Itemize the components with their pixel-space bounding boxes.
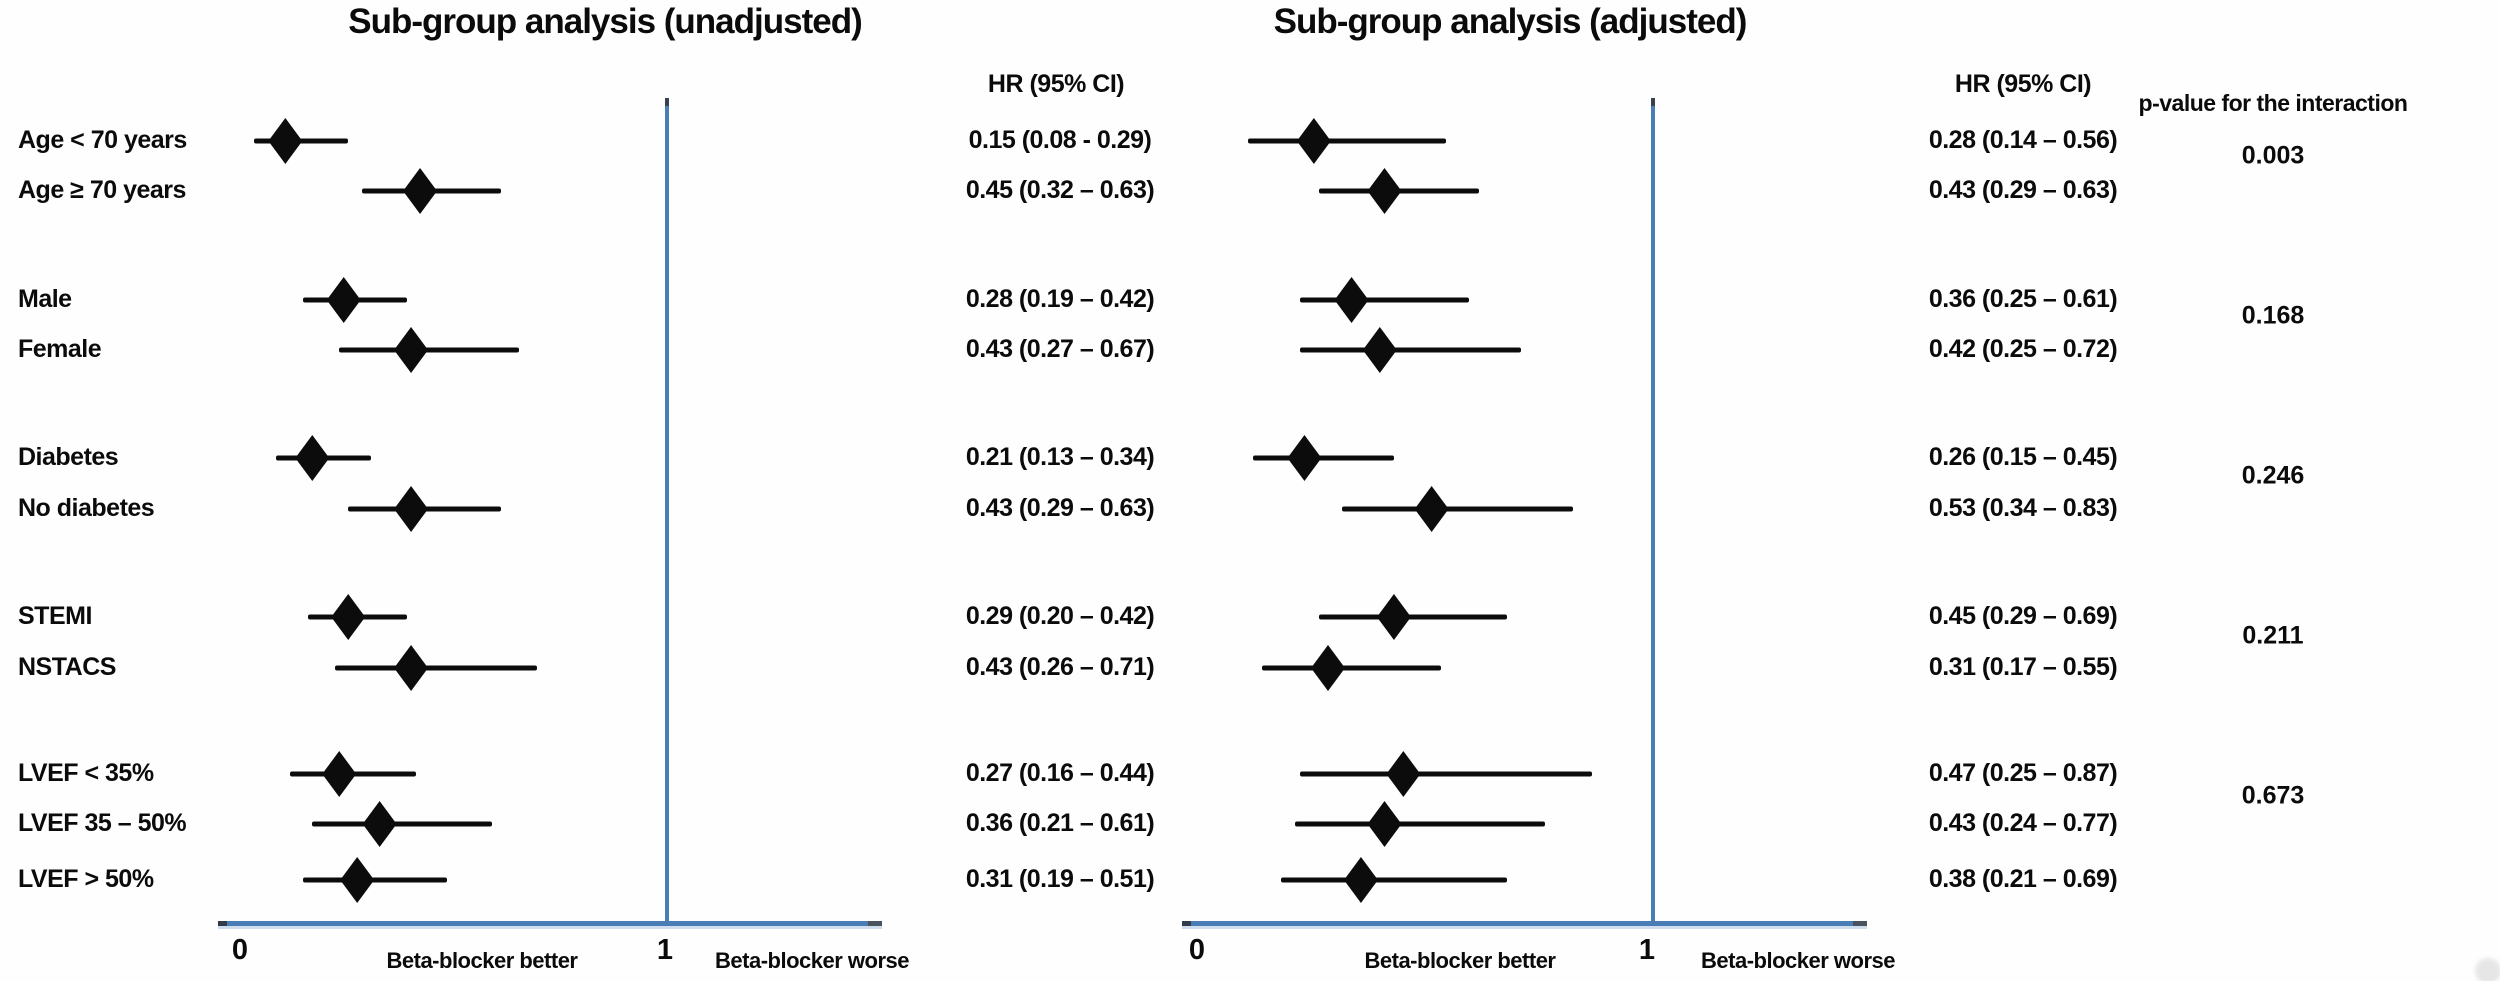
p-value-column-header: p-value for the interaction <box>2138 90 2408 116</box>
hr-point-diamond <box>394 486 429 532</box>
ci-line <box>1299 347 1522 353</box>
hr-point-diamond <box>394 327 429 373</box>
hr-point-diamond <box>1296 118 1331 164</box>
ci-line <box>1318 614 1507 620</box>
hr-value: 0.43 (0.26 – 0.71) <box>965 652 1155 681</box>
row-label: LVEF < 35% <box>18 758 154 787</box>
hr-value: 0.36 (0.21 – 0.61) <box>965 808 1155 837</box>
hr-value: 0.45 (0.32 – 0.63) <box>965 175 1155 204</box>
hr-value: 0.31 (0.19 – 0.51) <box>965 864 1155 893</box>
row-label: Age ≥ 70 years <box>18 175 186 204</box>
hr-value: 0.43 (0.27 – 0.67) <box>965 334 1155 363</box>
hr-point-diamond <box>295 435 330 481</box>
hr-point-diamond <box>1386 751 1421 797</box>
hr-point-diamond <box>1343 857 1378 903</box>
row-label: Female <box>18 334 102 363</box>
hr-value: 0.42 (0.25 – 0.72) <box>1928 334 2118 363</box>
row-label: LVEF > 50% <box>18 864 154 893</box>
hr-value: 0.28 (0.14 – 0.56) <box>1928 125 2118 154</box>
hr-point-diamond <box>340 857 375 903</box>
interaction-p-value: 0.211 <box>2242 621 2304 650</box>
hr-column-header-unadjusted: HR (95% CI) <box>987 70 1125 98</box>
row-label: No diabetes <box>18 493 155 522</box>
hr-column-header-adjusted: HR (95% CI) <box>1954 70 2092 98</box>
row-label: Age < 70 years <box>18 125 187 154</box>
hr-point-diamond <box>1334 277 1369 323</box>
scan-artifact <box>2475 958 2500 981</box>
hr-point-diamond <box>326 277 361 323</box>
ci-line <box>1280 877 1507 883</box>
hr-value: 0.26 (0.15 – 0.45) <box>1928 442 2118 471</box>
hr-point-diamond <box>268 118 303 164</box>
hr-point-diamond <box>1362 327 1397 373</box>
ci-line <box>1299 771 1592 777</box>
ci-line <box>1262 665 1442 671</box>
row-label: Male <box>18 284 72 313</box>
better-label-adjusted: Beta-blocker better <box>1364 948 1556 973</box>
interaction-p-value: 0.246 <box>2241 461 2305 490</box>
interaction-p-value: 0.168 <box>2241 301 2305 330</box>
interaction-p-value: 0.003 <box>2241 141 2305 170</box>
panel-title-adjusted: Sub-group analysis (adjusted) <box>1273 2 1748 41</box>
hr-point-diamond <box>362 801 397 847</box>
ci-line <box>1252 455 1394 461</box>
ci-line <box>1299 297 1470 303</box>
hr-point-diamond <box>322 751 357 797</box>
ci-line <box>334 665 537 671</box>
hr-value: 0.27 (0.16 – 0.44) <box>965 758 1155 787</box>
row-label: STEMI <box>18 601 92 630</box>
hr-value: 0.53 (0.34 – 0.83) <box>1928 493 2118 522</box>
panel-title-unadjusted: Sub-group analysis (unadjusted) <box>348 2 862 41</box>
x-tick-1-unadjusted: 1 <box>656 934 674 966</box>
ci-line <box>303 877 447 883</box>
x-tick-1-adjusted: 1 <box>1638 934 1656 966</box>
hr-value: 0.47 (0.25 – 0.87) <box>1928 758 2118 787</box>
hr-value: 0.21 (0.13 – 0.34) <box>965 442 1155 471</box>
ci-line <box>312 821 492 827</box>
hr-point-diamond <box>394 645 429 691</box>
row-label: LVEF 35 – 50% <box>18 808 187 837</box>
x-axis-adjusted <box>1182 921 1867 926</box>
ci-line <box>1295 821 1545 827</box>
x-tick-0-unadjusted: 0 <box>231 934 249 966</box>
hr-point-diamond <box>1287 435 1322 481</box>
better-label-unadjusted: Beta-blocker better <box>386 948 578 973</box>
hr-value: 0.43 (0.29 – 0.63) <box>1928 175 2118 204</box>
ci-line <box>1247 138 1446 144</box>
hr-point-diamond <box>1367 801 1402 847</box>
hr-value: 0.15 (0.08 - 0.29) <box>968 125 1152 154</box>
hr-point-diamond <box>1376 594 1411 640</box>
ci-line <box>1342 506 1573 512</box>
hr-point-diamond <box>403 168 438 214</box>
worse-label-unadjusted: Beta-blocker worse <box>715 948 909 973</box>
hr-value: 0.43 (0.24 – 0.77) <box>1928 808 2118 837</box>
row-label: Diabetes <box>18 442 119 471</box>
hr-point-diamond <box>1367 168 1402 214</box>
hr-value: 0.43 (0.29 – 0.63) <box>965 493 1155 522</box>
ci-line <box>339 347 519 353</box>
reference-line-adjusted <box>1651 98 1655 924</box>
hr-value: 0.38 (0.21 – 0.69) <box>1928 864 2118 893</box>
hr-point-diamond <box>1414 486 1449 532</box>
hr-value: 0.31 (0.17 – 0.55) <box>1928 652 2118 681</box>
x-axis-unadjusted <box>218 921 882 926</box>
worse-label-adjusted: Beta-blocker worse <box>1701 948 1895 973</box>
interaction-p-value: 0.673 <box>2241 781 2305 810</box>
hr-value: 0.45 (0.29 – 0.69) <box>1928 601 2118 630</box>
hr-point-diamond <box>1311 645 1345 691</box>
hr-value: 0.29 (0.20 – 0.42) <box>965 601 1155 630</box>
x-tick-0-adjusted: 0 <box>1188 934 1206 966</box>
hr-point-diamond <box>331 594 366 640</box>
hr-value: 0.36 (0.25 – 0.61) <box>1928 284 2118 313</box>
row-label: NSTACS <box>18 652 116 681</box>
hr-value: 0.28 (0.19 – 0.42) <box>965 284 1155 313</box>
reference-line-unadjusted <box>665 98 669 924</box>
